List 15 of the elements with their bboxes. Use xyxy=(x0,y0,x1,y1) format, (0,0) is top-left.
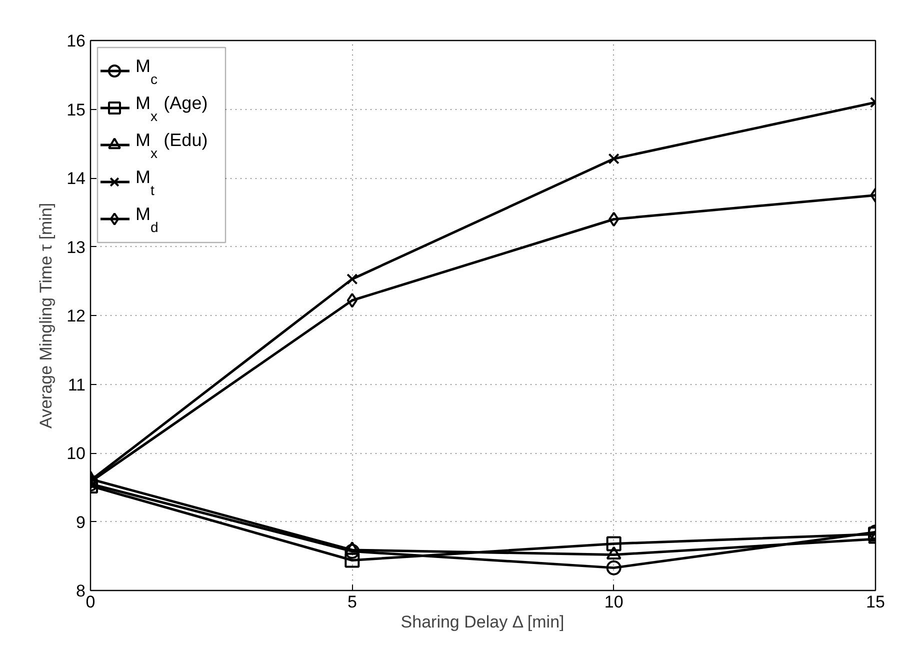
y-tick-label: 9 xyxy=(76,512,86,532)
y-tick-label: 16 xyxy=(66,32,86,50)
x-tick-label: 10 xyxy=(604,592,624,612)
y-tick-label: 8 xyxy=(76,582,86,600)
y-axis-title: Average Mingling Time τ [min] xyxy=(36,202,56,428)
x-tick-label: 0 xyxy=(86,592,96,612)
y-tick-label: 11 xyxy=(68,375,86,394)
y-tick-label: 12 xyxy=(66,306,86,326)
x-axis-title: Sharing Delay Δ [min] xyxy=(400,612,564,632)
y-tick-label: 15 xyxy=(66,100,86,120)
x-tick-label: 5 xyxy=(347,592,357,612)
y-tick-label: 10 xyxy=(66,444,86,463)
y-tick-label: 13 xyxy=(66,238,86,257)
x-tick-label: 15 xyxy=(866,592,885,612)
y-tick-label: 14 xyxy=(66,169,86,188)
